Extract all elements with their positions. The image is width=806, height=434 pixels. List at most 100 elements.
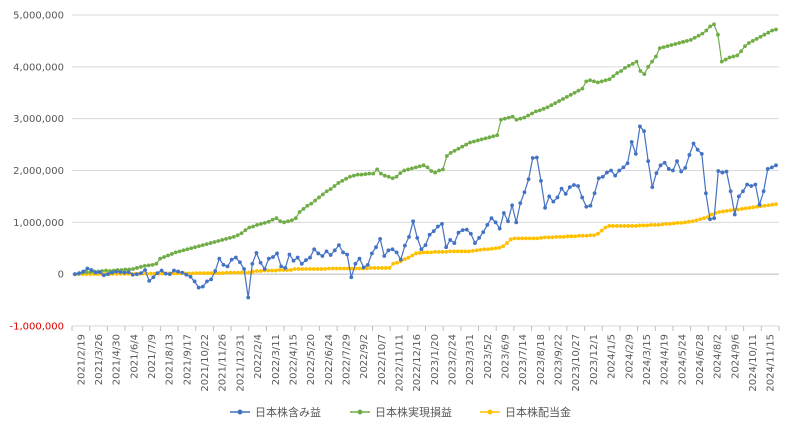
data-point bbox=[514, 220, 519, 225]
data-point bbox=[247, 270, 252, 275]
data-point bbox=[297, 210, 302, 214]
data-point bbox=[254, 269, 259, 273]
data-point bbox=[262, 220, 267, 225]
data-point bbox=[436, 249, 441, 254]
data-point bbox=[177, 249, 182, 254]
data-point bbox=[250, 261, 255, 266]
data-point bbox=[673, 42, 678, 46]
data-point bbox=[279, 264, 284, 269]
data-point bbox=[131, 267, 135, 271]
data-point bbox=[135, 266, 139, 270]
data-point bbox=[510, 114, 515, 119]
data-point bbox=[84, 270, 89, 274]
data-point bbox=[625, 161, 630, 166]
data-point bbox=[316, 251, 321, 256]
data-point bbox=[110, 270, 115, 275]
data-point bbox=[774, 202, 778, 207]
data-point bbox=[239, 270, 244, 275]
data-point bbox=[614, 224, 619, 228]
data-point bbox=[692, 35, 697, 40]
data-point bbox=[704, 191, 708, 196]
data-point bbox=[216, 239, 221, 243]
x-tick-label: 2023/8/18 bbox=[536, 334, 547, 385]
data-point bbox=[315, 267, 320, 271]
data-point bbox=[506, 219, 510, 224]
data-point bbox=[369, 251, 374, 256]
data-point bbox=[433, 249, 437, 254]
data-point bbox=[459, 249, 464, 254]
x-tick-label: 2021/8/13 bbox=[165, 334, 176, 385]
data-point bbox=[489, 216, 494, 221]
data-point bbox=[355, 172, 360, 177]
data-point bbox=[654, 171, 659, 175]
data-point bbox=[634, 59, 639, 64]
data-point bbox=[716, 32, 720, 37]
data-point bbox=[622, 224, 627, 228]
data-point bbox=[486, 247, 490, 252]
x-tick-label: 2022/3/11 bbox=[271, 334, 282, 385]
data-point bbox=[372, 266, 377, 270]
data-point bbox=[193, 245, 197, 250]
data-point bbox=[251, 224, 256, 229]
data-point bbox=[328, 187, 333, 192]
data-point bbox=[440, 221, 444, 226]
data-point bbox=[652, 223, 657, 227]
data-point bbox=[330, 266, 335, 271]
data-point bbox=[691, 141, 696, 146]
data-point bbox=[349, 266, 354, 271]
data-point bbox=[740, 206, 744, 211]
data-point bbox=[328, 253, 333, 257]
data-point bbox=[266, 256, 271, 261]
data-point bbox=[508, 237, 513, 242]
data-point bbox=[415, 235, 420, 240]
x-tick-label: 2022/12/16 bbox=[412, 334, 423, 392]
data-point bbox=[569, 234, 574, 239]
data-point bbox=[683, 220, 687, 225]
data-point bbox=[576, 184, 580, 188]
data-point bbox=[467, 249, 471, 254]
data-point bbox=[758, 34, 763, 39]
x-tick-label: 2022/6/24 bbox=[324, 334, 335, 385]
data-point bbox=[242, 267, 246, 271]
x-tick-label: 2021/9/17 bbox=[182, 334, 193, 385]
data-point bbox=[727, 55, 732, 60]
data-point bbox=[505, 241, 509, 245]
data-point bbox=[557, 99, 562, 103]
data-point bbox=[456, 230, 461, 235]
data-point bbox=[588, 78, 592, 83]
data-point bbox=[592, 191, 597, 196]
data-point bbox=[139, 271, 143, 276]
data-point bbox=[762, 203, 767, 208]
data-point bbox=[708, 217, 712, 222]
data-point bbox=[495, 133, 500, 138]
legend-label: 日本株配当金 bbox=[505, 405, 571, 419]
data-point bbox=[750, 39, 755, 43]
data-point bbox=[441, 167, 445, 172]
x-tick-label: 2024/4/19 bbox=[660, 334, 671, 385]
data-point bbox=[332, 184, 337, 188]
data-point bbox=[77, 271, 82, 276]
data-point bbox=[592, 79, 596, 84]
data-point bbox=[73, 272, 77, 277]
data-point bbox=[626, 63, 631, 68]
x-tick-label: 2022/2/4 bbox=[253, 334, 264, 379]
data-point bbox=[163, 271, 168, 276]
x-axis: 2021/2/19 2021/3/26 2021/4/30 2021/6/4 2021/… bbox=[71, 273, 780, 392]
x-tick-label: 2023/6/9 bbox=[501, 334, 512, 379]
data-point bbox=[550, 235, 555, 240]
data-point bbox=[761, 189, 766, 194]
data-point bbox=[398, 257, 403, 262]
series-line bbox=[74, 23, 777, 275]
data-point bbox=[626, 224, 631, 228]
data-point bbox=[425, 250, 430, 255]
data-point bbox=[337, 243, 341, 248]
data-point bbox=[205, 279, 209, 284]
data-point bbox=[596, 231, 600, 236]
data-point bbox=[646, 159, 651, 164]
data-point bbox=[220, 271, 225, 276]
data-point bbox=[551, 199, 556, 204]
data-point bbox=[239, 231, 244, 236]
legend-swatch-marker bbox=[357, 409, 363, 415]
data-point bbox=[611, 224, 615, 228]
x-tick-label: 2023/10/27 bbox=[571, 334, 582, 392]
